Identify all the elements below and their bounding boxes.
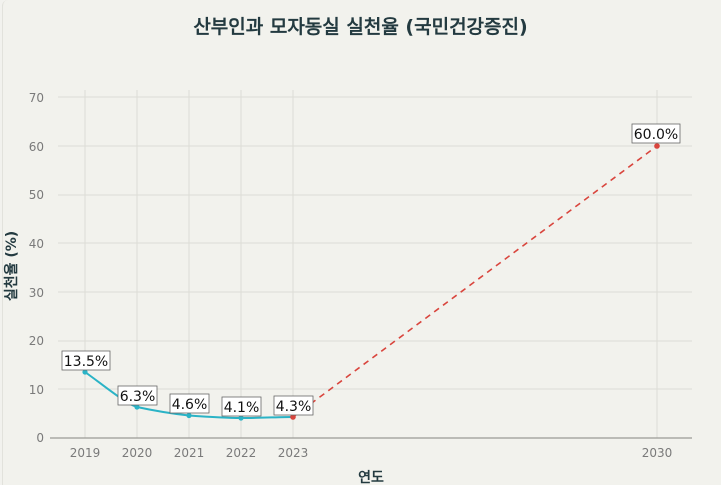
label-2019: 13.5%: [64, 354, 108, 370]
svg-text:70: 70: [29, 91, 44, 105]
x-axis-title: 연도: [358, 470, 384, 485]
marker-2023: [290, 414, 296, 420]
svg-text:2023: 2023: [278, 446, 309, 460]
marker-2030: [654, 143, 660, 149]
svg-text:2020: 2020: [122, 446, 153, 460]
y-axis-title: 실천율 (%): [3, 231, 20, 301]
svg-text:30: 30: [29, 286, 44, 300]
svg-text:20: 20: [29, 334, 44, 348]
data-labels: 13.5% 6.3% 4.6% 4.1% 4.3% 60.0%: [61, 123, 681, 417]
target-dashed-line: [292, 145, 658, 418]
vertical-gridlines: [84, 90, 658, 438]
svg-text:50: 50: [29, 188, 44, 202]
y-tick-labels: 0 10 20 30 40 50 60 70: [29, 91, 44, 445]
svg-text:2030: 2030: [642, 446, 673, 460]
svg-text:40: 40: [29, 237, 44, 251]
label-2021: 4.6%: [172, 397, 208, 413]
svg-text:2019: 2019: [70, 446, 101, 460]
svg-text:2022: 2022: [226, 446, 257, 460]
label-2023: 4.3%: [276, 399, 312, 415]
label-2020: 6.3%: [120, 389, 156, 405]
horizontal-gridlines: [58, 96, 692, 390]
svg-text:60: 60: [29, 140, 44, 154]
label-2022: 4.1%: [224, 400, 260, 416]
actual-series-markers: [82, 369, 244, 421]
chart-title: 산부인과 모자동실 실천율 (국민건강증진): [193, 16, 528, 38]
svg-text:10: 10: [29, 383, 44, 397]
x-tick-labels: 2019 2020 2021 2022 2023 2030: [70, 446, 673, 460]
svg-text:2021: 2021: [174, 446, 205, 460]
svg-text:0: 0: [36, 431, 44, 445]
label-2030: 60.0%: [634, 127, 678, 143]
